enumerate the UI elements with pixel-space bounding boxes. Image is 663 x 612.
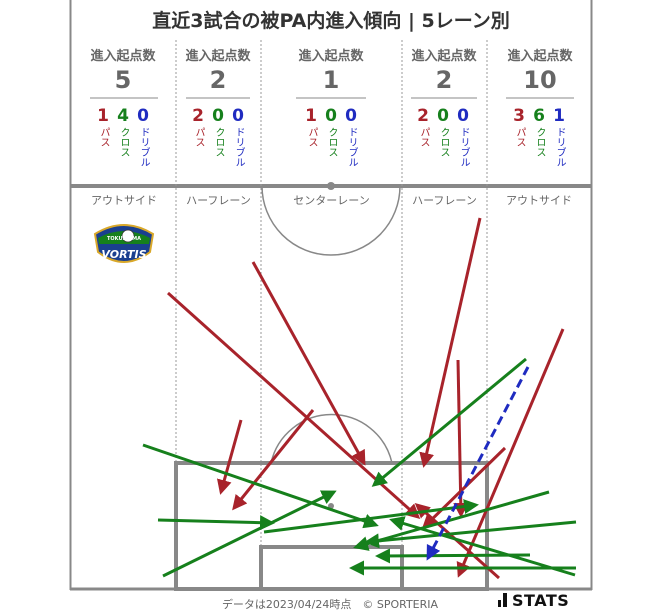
pass-arrow	[251, 261, 366, 466]
lane-2-pass-label: パス	[193, 127, 204, 147]
lane-5-name: アウトサイド	[506, 194, 572, 207]
cross-arrow	[157, 515, 275, 531]
pass-arrow	[419, 217, 482, 468]
pass-arrow	[216, 419, 243, 495]
brand-logo: STATS	[512, 591, 570, 610]
lane-2-total: 2	[209, 66, 227, 94]
brand-mark-icon	[498, 593, 508, 607]
lane-5-pass-label: パス	[514, 127, 525, 147]
lane-4-dribble-count: 0	[457, 106, 469, 126]
team-logo-small-text: TOKUSHIMA	[107, 236, 141, 242]
lane-4-dribble-label: ドリブル	[458, 127, 469, 167]
lane-4-pass-count: 2	[417, 106, 429, 126]
lane-1-dribble-label: ドリブル	[138, 127, 149, 167]
pass-arrow	[414, 503, 500, 580]
cross-arrow	[263, 499, 479, 534]
lane-5-header: 進入起点数	[507, 49, 573, 64]
center-circle	[261, 185, 401, 256]
lane-3-cross-count: 0	[325, 106, 337, 126]
pass-arrow	[453, 359, 469, 518]
lane-1-total: 5	[114, 66, 132, 94]
cross-arrow	[142, 443, 379, 529]
lane-4-pass-label: パス	[418, 127, 429, 147]
lane-2-cross-count: 0	[212, 106, 224, 126]
lane-1-header: 進入起点数	[90, 49, 156, 64]
center-spot	[327, 182, 335, 190]
pass-arrow	[232, 409, 315, 511]
lane-3-pass-count: 1	[305, 106, 317, 126]
lane-1-name: アウトサイド	[91, 194, 157, 207]
lane-5-cross-count: 6	[533, 106, 545, 126]
lane-4-header: 進入起点数	[411, 49, 477, 64]
cross-arrow	[375, 548, 531, 564]
lane-3-cross-label: クロス	[326, 127, 337, 157]
cross-arrows	[142, 357, 577, 578]
lane-3-dribble-label: ドリブル	[346, 127, 357, 167]
team-logo	[93, 224, 155, 263]
footer-note: データは2023/04/24時点 © SPORTERIA	[221, 598, 439, 611]
team-logo-text: VORTIS	[101, 248, 147, 261]
lane-2-dribble-count: 0	[232, 106, 244, 126]
lane-3-name: センターレーン	[293, 194, 370, 207]
lane-1-cross-label: クロス	[118, 127, 129, 157]
lane-2-pass-count: 2	[192, 106, 204, 126]
pass-arrow	[456, 328, 565, 578]
pass-arrow	[166, 291, 421, 520]
lane-4-cross-label: クロス	[438, 127, 449, 157]
lane-3-dribble-count: 0	[345, 106, 357, 126]
lane-2-name: ハーフレーン	[186, 194, 251, 207]
lane-1-pass-count: 1	[97, 106, 109, 126]
lane-3-total: 1	[322, 66, 340, 94]
pass-arrows	[166, 217, 565, 580]
pass-arrow	[421, 446, 507, 530]
lane-4-total: 2	[435, 66, 453, 94]
lane-1-dribble-count: 0	[137, 106, 149, 126]
lane-2-cross-label: クロス	[213, 127, 224, 157]
cross-arrow	[364, 520, 577, 549]
lane-5-dribble-count: 1	[553, 106, 565, 126]
lane-5-dribble-label: ドリブル	[554, 127, 565, 167]
lane-5-cross-label: クロス	[534, 127, 545, 157]
lane-5-pass-count: 3	[513, 106, 525, 126]
cross-arrow	[162, 490, 337, 578]
lane-4-name: ハーフレーン	[412, 194, 477, 207]
lane-5-total: 10	[523, 66, 557, 94]
cross-arrow	[371, 357, 527, 487]
lane-3-header: 進入起点数	[298, 49, 364, 64]
penalty-arc	[270, 413, 393, 464]
dribble-arrow	[426, 366, 530, 561]
page-title: 直近3試合の被PA内進入傾向 | 5レーン別	[152, 10, 510, 32]
cross-arrow	[389, 516, 576, 577]
lane-3-pass-label: パス	[306, 127, 317, 147]
lane-1-pass-label: パス	[98, 127, 109, 147]
cross-arrow	[353, 490, 550, 551]
lane-4-cross-count: 0	[437, 106, 449, 126]
lane-1-cross-count: 4	[117, 106, 129, 126]
lane-2-header: 進入起点数	[185, 49, 251, 64]
lane-2-dribble-label: ドリブル	[233, 127, 244, 167]
